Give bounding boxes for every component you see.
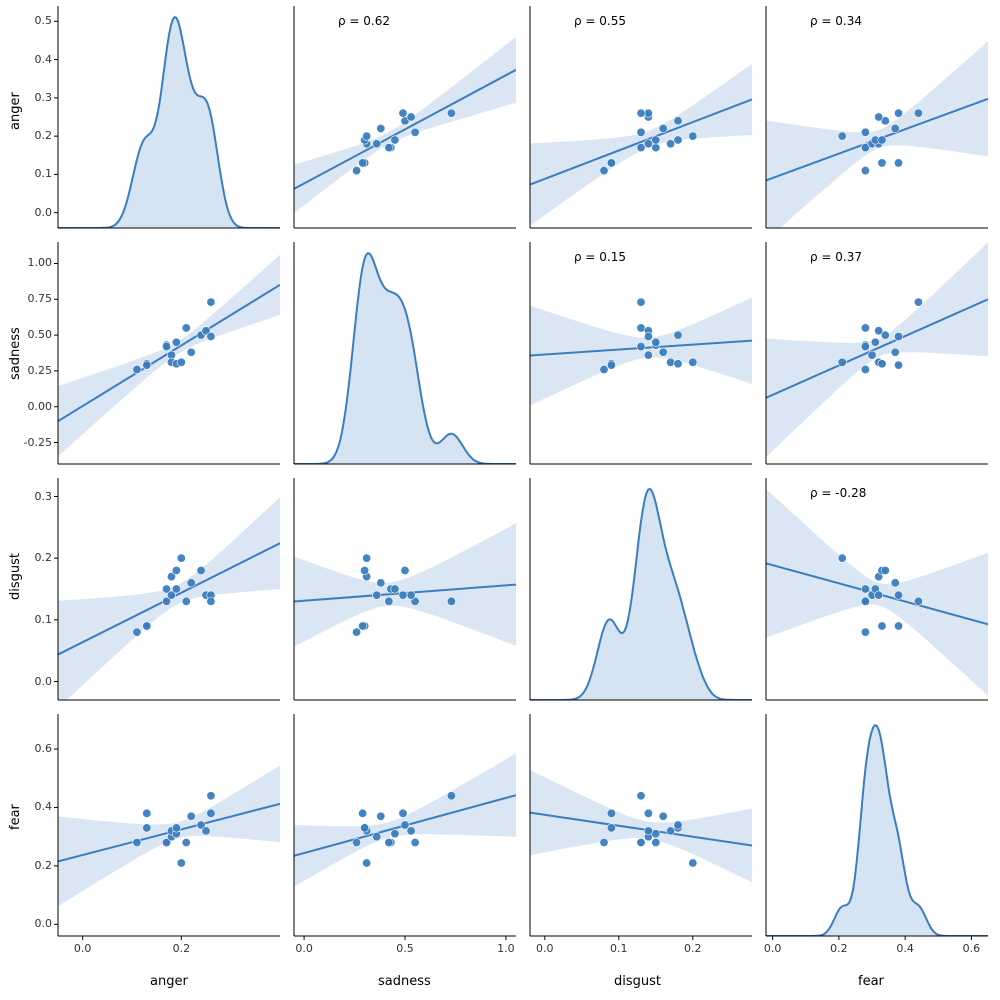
rho-0-1: ρ = 0.62 — [338, 14, 390, 28]
rho-1-3: ρ = 0.37 — [810, 250, 862, 264]
xlabel-sadness: sadness — [378, 974, 431, 989]
xtick: 0.2 — [825, 942, 853, 955]
xtick: 0.0 — [290, 942, 318, 955]
ytick: 0.1 — [12, 613, 52, 626]
ytick: 1.00 — [12, 256, 52, 269]
ytick: 0.0 — [12, 675, 52, 688]
xtick: 0.4 — [891, 942, 919, 955]
ytick: 0.3 — [12, 490, 52, 503]
ytick: 0.5 — [12, 14, 52, 27]
xtick: 0.0 — [69, 942, 97, 955]
ytick: 0.0 — [12, 206, 52, 219]
pairplot-svg — [0, 0, 1000, 1000]
ytick: 0.1 — [12, 167, 52, 180]
ytick: -0.25 — [12, 436, 52, 449]
ytick: 0.2 — [12, 129, 52, 142]
xtick: 0.2 — [679, 942, 707, 955]
xlabel-fear: fear — [858, 974, 884, 989]
rho-1-2: ρ = 0.15 — [574, 250, 626, 264]
ytick: 0.4 — [12, 53, 52, 66]
xtick: 0.6 — [957, 942, 985, 955]
xlabel-disgust: disgust — [614, 974, 661, 989]
rho-2-3: ρ = -0.28 — [810, 486, 866, 500]
xtick: 0.5 — [391, 942, 419, 955]
xtick: 0.1 — [605, 942, 633, 955]
xtick: 0.0 — [759, 942, 787, 955]
ytick: 0.2 — [12, 859, 52, 872]
xlabel-anger: anger — [150, 974, 188, 989]
ytick: 0.4 — [12, 800, 52, 813]
ytick: 0.50 — [12, 328, 52, 341]
ytick: 0.2 — [12, 551, 52, 564]
rho-0-3: ρ = 0.34 — [810, 14, 862, 28]
xtick: 1.0 — [492, 942, 520, 955]
ytick: 0.3 — [12, 91, 52, 104]
ytick: 0.25 — [12, 364, 52, 377]
ytick: 0.75 — [12, 292, 52, 305]
xtick: 0.2 — [167, 942, 195, 955]
ytick: 0.6 — [12, 742, 52, 755]
rho-0-2: ρ = 0.55 — [574, 14, 626, 28]
xtick: 0.0 — [531, 942, 559, 955]
ytick: 0.0 — [12, 917, 52, 930]
ytick: 0.00 — [12, 400, 52, 413]
